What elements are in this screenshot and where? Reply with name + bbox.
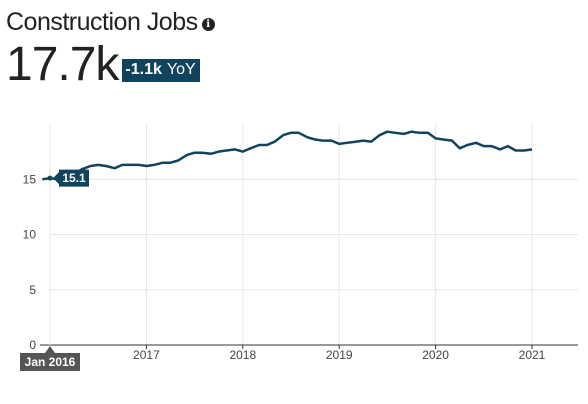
series-line [42,130,533,181]
data-point[interactable] [344,140,350,146]
data-point[interactable] [416,130,422,136]
data-point[interactable] [312,136,318,142]
data-point[interactable] [151,162,157,168]
data-point[interactable] [87,163,93,169]
yoy-label: YoY [166,60,196,78]
data-point[interactable] [288,130,294,136]
data-point[interactable] [39,176,45,182]
data-point[interactable] [280,132,286,138]
data-point[interactable] [272,139,278,145]
data-point[interactable] [199,150,205,156]
tooltip-value-label: 15.1 [62,171,86,185]
data-point[interactable] [464,142,470,148]
x-tick-label: 2019 [326,348,353,362]
data-point[interactable] [377,132,383,138]
info-icon[interactable]: i [201,18,215,31]
data-point[interactable] [425,130,431,136]
data-point[interactable] [449,138,455,144]
data-point[interactable] [320,138,326,144]
data-point[interactable] [513,148,519,154]
data-point[interactable] [392,130,398,136]
data-point[interactable] [505,143,511,149]
y-tick-label: 10 [23,228,37,242]
data-point[interactable] [95,162,101,168]
tooltip-marker [47,175,53,181]
y-tick-label: 15 [23,172,37,186]
title-row: Construction Jobs i [6,8,215,37]
x-tick-label: 2021 [519,348,546,362]
x-tick-label: 2017 [133,348,160,362]
data-point[interactable] [240,149,246,155]
data-point[interactable] [489,143,495,149]
tooltip-x-label: Jan 2016 [25,355,76,369]
chart-header: Construction Jobs i 17.7k -1.1k YoY [6,8,215,91]
tooltip-x-box [20,353,80,371]
data-point[interactable] [248,145,254,151]
data-point[interactable] [529,146,535,152]
data-point[interactable] [184,152,190,158]
x-tick-label: 2020 [422,348,449,362]
data-point[interactable] [127,162,133,168]
data-point[interactable] [296,130,302,136]
data-point[interactable] [440,136,446,142]
data-point[interactable] [160,160,166,166]
chart-title: Construction Jobs [6,8,198,36]
data-point[interactable] [264,142,270,148]
data-point[interactable] [409,129,415,135]
data-point[interactable] [473,140,479,146]
data-point[interactable] [256,142,262,148]
data-point[interactable] [384,129,390,135]
data-point[interactable] [328,138,334,144]
data-point[interactable] [457,145,463,151]
data-point[interactable] [112,165,118,171]
data-point[interactable] [353,139,359,145]
metric-row: 17.7k -1.1k YoY [6,39,215,91]
data-point[interactable] [208,151,214,157]
data-point[interactable] [481,143,487,149]
y-tick-label: 5 [29,283,36,297]
y-tick-label: 0 [29,338,36,352]
data-point[interactable] [103,163,109,169]
tooltip-x-pointer [45,346,55,353]
data-point[interactable] [368,139,374,145]
data-point[interactable] [143,163,149,169]
data-point[interactable] [168,160,174,166]
data-point[interactable] [216,149,222,155]
data-point[interactable] [175,157,181,163]
data-point[interactable] [223,148,229,154]
x-tick-label: 2018 [229,348,256,362]
data-point[interactable] [304,134,310,140]
data-point[interactable] [232,146,238,152]
data-point[interactable] [136,162,142,168]
data-point[interactable] [360,138,366,144]
data-point[interactable] [192,150,198,156]
data-point[interactable] [401,131,407,137]
metric-value: 17.7k [6,38,119,91]
data-point[interactable] [497,146,503,152]
data-point[interactable] [521,148,527,154]
data-point[interactable] [433,135,439,141]
tooltip-value-box [53,169,89,187]
data-point[interactable] [119,162,125,168]
yoy-change: -1.1k [125,60,162,78]
data-point[interactable] [336,141,342,147]
yoy-badge: -1.1k YoY [122,58,200,82]
